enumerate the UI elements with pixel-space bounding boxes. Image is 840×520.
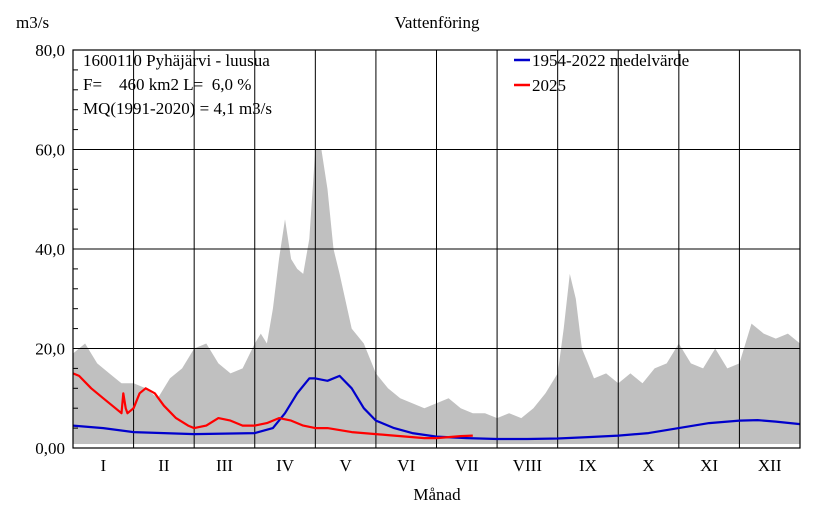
grid — [73, 50, 800, 448]
y-tick-label: 40,0 — [35, 240, 65, 259]
y-tick-label: 80,0 — [35, 41, 65, 60]
chart-title: Vattenföring — [395, 13, 480, 32]
y-tick-label: 60,0 — [35, 141, 65, 160]
month-label: VIII — [513, 456, 543, 475]
month-label: XI — [700, 456, 718, 475]
series-line-1 — [72, 374, 801, 441]
y-ticks: 0,00 20,0 40,0 60,0 80,0 — [35, 41, 81, 458]
station-info-line: 1600110 Pyhäjärvi - luusua — [83, 51, 270, 70]
y-tick-label: 0,00 — [35, 439, 65, 458]
station-info-line: F= 460 km2 L= 6,0 % — [83, 75, 251, 94]
x-axis-label: Månad — [413, 485, 461, 504]
month-labels: I II III IV V VI VII VIII IX X XI XII — [100, 456, 781, 475]
station-info: 1600110 Pyhäjärvi - luusua F= 460 km2 L= … — [83, 51, 272, 118]
month-label: III — [216, 456, 233, 475]
legend: 1954-2022 medelvärde 2025 — [514, 51, 689, 95]
y-tick-label: 20,0 — [35, 340, 65, 359]
legend-label: 2025 — [532, 76, 566, 95]
month-label: IX — [579, 456, 597, 475]
month-label: IV — [276, 456, 295, 475]
month-label: V — [339, 456, 352, 475]
month-label: VII — [455, 456, 479, 475]
month-label: I — [100, 456, 106, 475]
month-label: VI — [397, 456, 415, 475]
station-info-line: MQ(1991-2020) = 4,1 m3/s — [83, 99, 272, 118]
month-label: XII — [758, 456, 782, 475]
y-axis-label: m3/s — [16, 13, 49, 32]
series-line-2 — [72, 372, 473, 440]
month-label: X — [642, 456, 654, 475]
month-label: II — [158, 456, 170, 475]
legend-label: 1954-2022 medelvärde — [532, 51, 689, 70]
series-lines — [72, 372, 801, 441]
